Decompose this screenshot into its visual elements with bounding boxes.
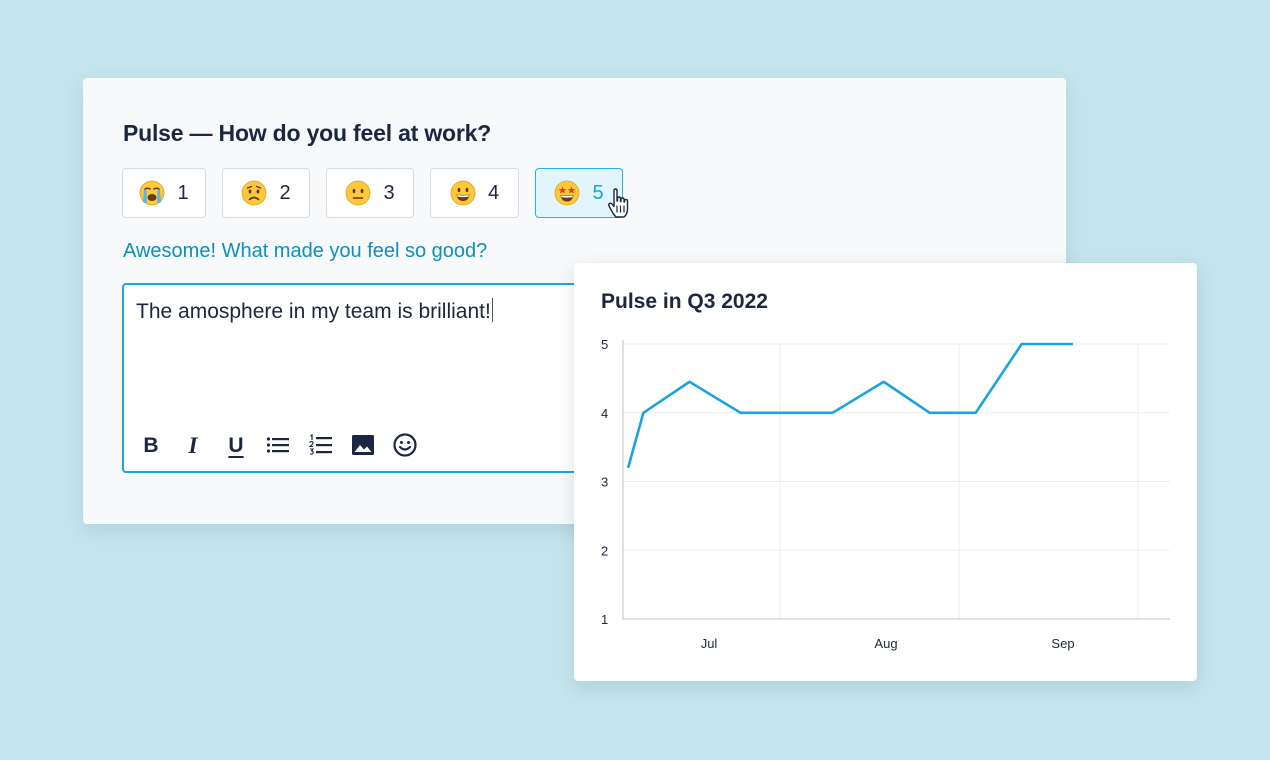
- pulse-chart-card: Pulse in Q3 2022 1 2 3 4 5 Jul Aug Sep: [574, 263, 1197, 681]
- text-caret: [491, 298, 493, 322]
- rating-option-2[interactable]: 2: [222, 168, 310, 218]
- worried-face-icon: [242, 180, 267, 206]
- image-icon: [352, 435, 374, 455]
- bold-icon: B: [143, 433, 159, 457]
- pulse-line-chart: 1 2 3 4 5 Jul Aug Sep: [601, 337, 1170, 651]
- survey-title: Pulse — How do you feel at work?: [123, 120, 492, 146]
- neutral-face-icon: [346, 180, 371, 206]
- y-tick-label: 5: [601, 337, 608, 352]
- y-tick-label: 1: [601, 612, 608, 627]
- x-tick-label: Aug: [874, 636, 897, 651]
- grinning-face-icon: [450, 180, 476, 206]
- italic-icon: I: [188, 432, 198, 458]
- x-tick-label: Jul: [701, 636, 718, 651]
- underline-icon: U: [228, 433, 244, 457]
- rating-option-1[interactable]: 1: [122, 168, 206, 218]
- followup-prompt: Awesome! What made you feel so good?: [123, 240, 488, 262]
- hand-pointer-cursor-icon: [608, 188, 629, 218]
- rating-option-4[interactable]: 4: [430, 168, 519, 218]
- rating-label: 3: [383, 181, 395, 204]
- response-text: The amosphere in my team is brilliant!: [136, 300, 491, 323]
- response-text-container[interactable]: The amosphere in my team is brilliant!: [136, 298, 493, 324]
- rating-option-3[interactable]: 3: [326, 168, 414, 218]
- rating-label: 5: [592, 181, 604, 204]
- y-tick-label: 4: [601, 406, 608, 421]
- bold-button[interactable]: B: [136, 430, 166, 460]
- rating-label: 2: [279, 181, 291, 204]
- loudly-crying-face-icon: [140, 180, 165, 206]
- rating-option-5[interactable]: 5: [535, 168, 623, 218]
- y-tick-label: 3: [601, 475, 608, 490]
- rating-label: 4: [487, 181, 500, 204]
- rating-label: 1: [177, 181, 189, 204]
- insert-image-button[interactable]: [348, 430, 378, 460]
- underline-button[interactable]: U: [221, 430, 251, 460]
- bulleted-list-icon: [266, 437, 289, 453]
- y-tick-label: 2: [601, 543, 608, 558]
- emoji-icon: [393, 433, 417, 457]
- series-line: [626, 342, 1073, 469]
- insert-emoji-button[interactable]: [390, 430, 420, 460]
- star-struck-face-icon: [555, 180, 580, 206]
- chart-title: Pulse in Q3 2022: [601, 290, 768, 313]
- x-tick-label: Sep: [1051, 636, 1074, 651]
- bulleted-list-button[interactable]: [263, 430, 293, 460]
- numbered-list-button[interactable]: [306, 430, 336, 460]
- italic-button[interactable]: I: [178, 430, 208, 460]
- numbered-list-icon: [309, 434, 332, 455]
